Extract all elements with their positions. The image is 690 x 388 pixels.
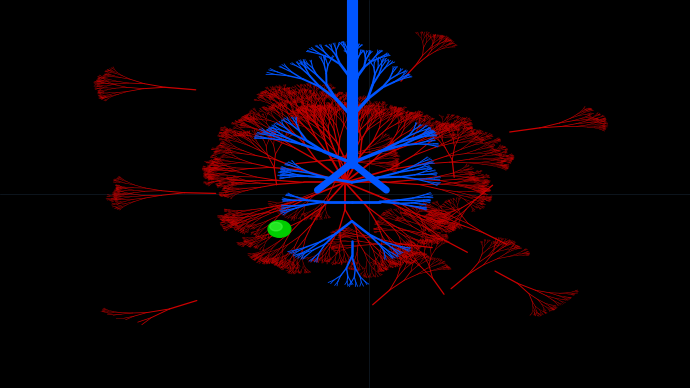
Ellipse shape xyxy=(270,222,282,231)
Ellipse shape xyxy=(268,221,291,237)
